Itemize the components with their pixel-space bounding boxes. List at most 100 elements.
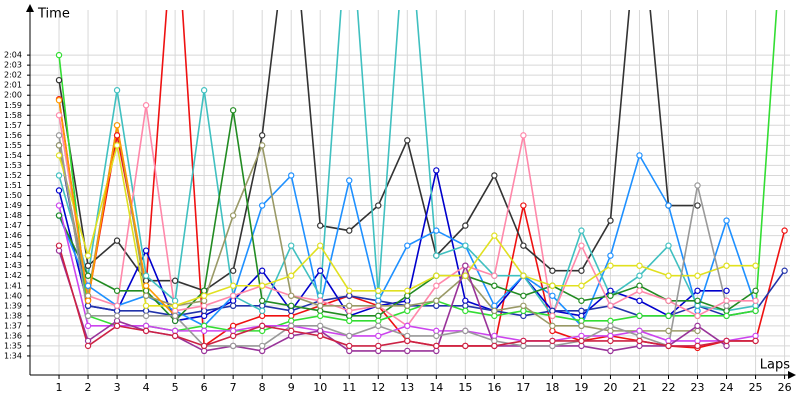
point: [55, 152, 63, 159]
point: [317, 332, 324, 340]
x-tick-label: 17: [516, 381, 530, 394]
point: [636, 262, 643, 269]
point: [462, 262, 469, 269]
point: [346, 227, 353, 234]
point: [142, 247, 150, 254]
point: [752, 262, 759, 269]
point: [288, 292, 295, 299]
point: [113, 287, 121, 294]
point: [549, 312, 556, 320]
series-line: [58, 135, 728, 347]
point: [694, 322, 701, 330]
y-tick-label: 1:49: [4, 201, 22, 210]
point: [317, 222, 324, 229]
point: [200, 342, 208, 350]
point: [636, 152, 643, 159]
point: [781, 267, 788, 274]
point: [113, 322, 121, 330]
point: [694, 202, 701, 209]
point: [258, 282, 266, 289]
y-tick-label: 1:56: [4, 131, 22, 140]
point: [723, 302, 730, 310]
point: [404, 322, 411, 330]
point: [84, 342, 92, 350]
point: [258, 297, 266, 304]
point: [346, 287, 353, 294]
point: [200, 292, 208, 299]
point: [433, 227, 440, 234]
point: [665, 242, 672, 249]
y-tick-label: 1:34: [4, 351, 22, 360]
point: [607, 262, 614, 269]
point: [462, 307, 469, 315]
point: [578, 267, 585, 274]
point: [142, 102, 150, 109]
point: [462, 242, 469, 249]
point: [607, 337, 614, 345]
point: [55, 212, 63, 219]
y-tick-label: 2:03: [4, 61, 22, 70]
point: [55, 76, 63, 84]
point: [491, 172, 498, 179]
point: [55, 132, 63, 139]
y-tick-label: 2:04: [4, 51, 22, 60]
point: [723, 287, 730, 294]
point: [694, 342, 701, 350]
y-tick-label: 1:50: [4, 191, 22, 200]
x-tick-label: 26: [778, 381, 792, 394]
point: [113, 312, 121, 320]
point: [55, 112, 63, 119]
point: [55, 172, 63, 179]
point: [346, 332, 353, 340]
x-tick-label: 5: [172, 381, 179, 394]
point: [636, 312, 643, 320]
point: [433, 252, 440, 259]
point: [578, 337, 585, 345]
point: [171, 332, 179, 340]
point: [752, 287, 759, 294]
y-tick-label: 1:44: [4, 251, 22, 260]
point: [346, 342, 353, 350]
point: [520, 337, 527, 345]
point: [375, 302, 382, 310]
point: [578, 282, 585, 289]
point: [665, 297, 672, 304]
point: [665, 342, 672, 350]
point: [636, 287, 643, 294]
point: [258, 342, 266, 350]
point: [433, 332, 440, 340]
point: [113, 302, 121, 310]
point: [200, 87, 208, 94]
point: [229, 332, 237, 340]
point: [607, 302, 614, 310]
point: [142, 282, 150, 289]
point: [520, 292, 527, 299]
point: [462, 327, 469, 335]
y-tick-label: 2:00: [4, 91, 22, 100]
point: [375, 342, 382, 350]
point: [462, 272, 469, 279]
y-tick-label: 2:01: [4, 81, 22, 90]
point: [723, 217, 730, 224]
point: [520, 132, 527, 139]
y-tick-label: 1:48: [4, 211, 22, 220]
point: [723, 337, 730, 345]
point: [404, 302, 411, 310]
point: [288, 327, 295, 335]
y-tick-label: 1:39: [4, 301, 22, 310]
point: [404, 337, 411, 345]
point: [317, 312, 324, 320]
point: [113, 237, 121, 244]
point: [346, 317, 353, 325]
x-tick-label: 2: [85, 381, 92, 394]
point: [288, 272, 295, 279]
point: [317, 267, 324, 274]
point: [433, 167, 440, 174]
point: [549, 337, 556, 345]
point: [258, 267, 266, 274]
point: [258, 132, 266, 139]
y-tick-label: 1:55: [4, 141, 22, 150]
point: [607, 347, 614, 355]
y-tick-label: 1:58: [4, 111, 22, 120]
point: [317, 242, 324, 249]
